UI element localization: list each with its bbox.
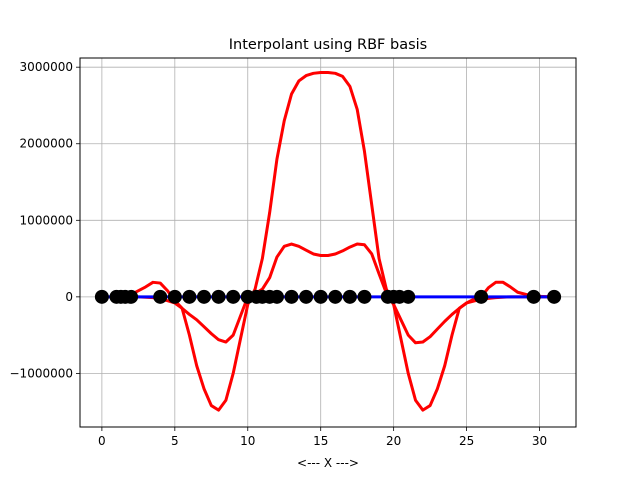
x-axis-ticks: 0 5 10 15 20 25 30 xyxy=(98,427,547,448)
y-axis-ticks: −1000000 0 1000000 2000000 3000000 xyxy=(10,60,80,380)
x-tick-label: 30 xyxy=(532,434,547,448)
y-tick-label: 3000000 xyxy=(20,60,73,74)
x-axis-label: <--- X ---> xyxy=(297,456,359,470)
node-point xyxy=(342,289,357,304)
y-tick-label: 1000000 xyxy=(20,213,73,227)
node-point xyxy=(313,289,328,304)
node-point xyxy=(182,289,197,304)
series-line-2 xyxy=(114,242,556,345)
node-point xyxy=(526,289,541,304)
x-tick-label: 25 xyxy=(459,434,474,448)
node-point xyxy=(94,289,109,304)
node-point xyxy=(197,289,211,304)
node-point xyxy=(211,289,226,304)
series-line-1 xyxy=(122,71,556,412)
x-tick-label: 0 xyxy=(98,434,106,448)
node-markers xyxy=(94,289,562,304)
x-tick-label: 20 xyxy=(386,434,401,448)
node-point xyxy=(124,289,139,304)
plot-area-frame xyxy=(79,57,577,428)
node-point xyxy=(474,289,489,304)
node-point xyxy=(153,289,168,304)
x-tick-label: 15 xyxy=(313,434,328,448)
x-tick-label: 5 xyxy=(171,434,179,448)
node-point xyxy=(547,289,562,304)
chart-title: Interpolant using RBF basis xyxy=(229,37,427,53)
node-point xyxy=(226,289,241,304)
y-tick-label: 0 xyxy=(65,290,73,304)
node-point xyxy=(357,289,372,304)
node-point xyxy=(328,289,343,304)
node-point xyxy=(401,289,416,304)
node-point xyxy=(269,289,284,304)
node-point xyxy=(284,289,299,304)
y-tick-label: −1000000 xyxy=(10,366,74,380)
node-point xyxy=(299,289,314,304)
x-tick-label: 10 xyxy=(240,434,255,448)
y-tick-label: 2000000 xyxy=(20,137,73,151)
node-point xyxy=(167,289,182,304)
